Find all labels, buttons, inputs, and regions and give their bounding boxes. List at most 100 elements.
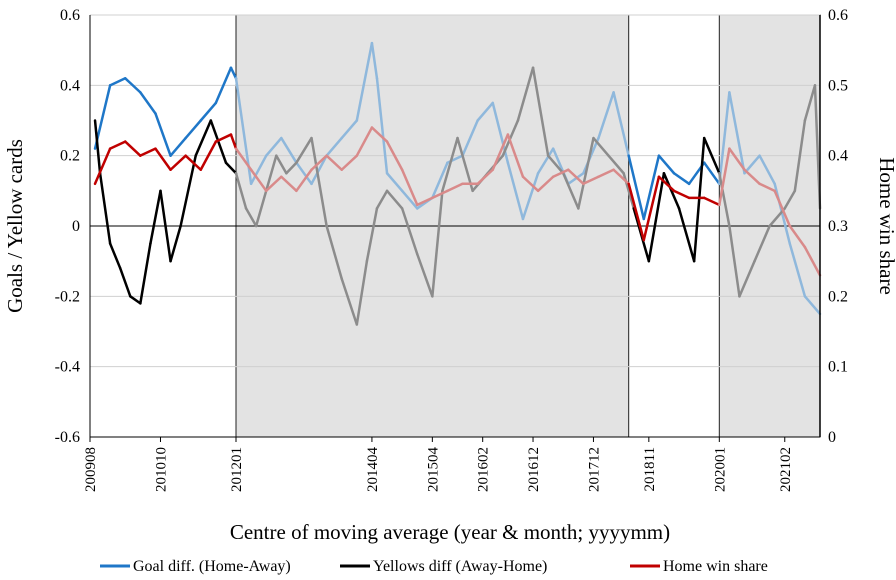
series-1-segment — [803, 295, 822, 316]
series-1-segment — [169, 136, 187, 157]
y-tick-label-left: 0.6 — [60, 7, 80, 24]
y-tick-label-right: 0 — [828, 429, 836, 446]
series-3-segment — [506, 133, 525, 179]
series-3-segment — [567, 168, 585, 186]
series-2-segment — [340, 277, 359, 326]
series-2-segment — [254, 189, 268, 228]
series-1-segment — [597, 91, 615, 140]
series-3-segment — [788, 224, 807, 249]
series-1-segment — [612, 91, 630, 157]
series-3-segment — [229, 133, 238, 150]
x-tick-label: 201010 — [153, 447, 169, 492]
series-3-segment — [758, 182, 776, 193]
series-2-segment — [607, 154, 625, 175]
series-3-segment — [446, 182, 464, 193]
series-1-segment — [264, 136, 283, 157]
series-2-segment — [169, 224, 182, 263]
x-tick-label: 201612 — [526, 447, 542, 492]
series-1-segment — [431, 161, 449, 200]
series-2-segment — [647, 172, 666, 263]
series-2-segment — [753, 224, 771, 263]
series-3-segment — [264, 175, 283, 193]
y-tick-label-right: 0.2 — [828, 288, 848, 305]
series-2-segment — [355, 259, 369, 326]
series-2-segment — [577, 136, 595, 210]
y-tick-label-left: -0.4 — [55, 359, 80, 376]
series-2-segment — [813, 84, 822, 210]
series-2-segment — [325, 224, 343, 280]
y-tick-label-right: 0.1 — [828, 359, 848, 376]
series-1-segment — [657, 154, 676, 175]
series-1-segment — [728, 91, 746, 175]
series-1-segment — [229, 66, 238, 80]
x-tick-label: 201811 — [642, 447, 658, 491]
series-1-segment — [788, 242, 807, 298]
series-3-segment — [582, 175, 600, 186]
series-2-segment — [264, 154, 278, 193]
series-2-segment — [677, 207, 696, 263]
x-axis-title: Centre of moving average (year & month; … — [230, 520, 670, 544]
series-3-segment — [214, 133, 233, 143]
series-3-segment — [612, 168, 630, 186]
x-tick-label: 200908 — [83, 447, 99, 492]
legend: Goal diff. (Home-Away) Yellows diff (Away… — [100, 558, 768, 575]
series-1-segment — [370, 41, 379, 80]
series-2-segment — [441, 136, 459, 193]
series-2-segment — [129, 295, 142, 305]
x-tick-label: 202102 — [778, 447, 794, 492]
x-tick-label: 201404 — [365, 447, 381, 493]
series-3-segment — [521, 175, 540, 193]
series-2-segment — [310, 136, 328, 228]
series-2-segment — [194, 119, 213, 157]
series-2-segment — [149, 189, 162, 245]
x-tick-label: 202001 — [712, 447, 728, 492]
y-tick-label-left: -0.6 — [55, 429, 80, 446]
series-2-segment — [93, 119, 102, 175]
y-tick-label-left: 0.4 — [60, 77, 80, 94]
series-3-segment — [803, 245, 822, 277]
series-3-segment — [385, 140, 404, 171]
series-1-segment — [536, 147, 555, 175]
series-2-segment — [793, 119, 807, 193]
series-1-segment — [642, 154, 661, 221]
series-3-segment — [773, 189, 792, 228]
series-1-segment — [506, 161, 525, 221]
series-3-segment — [702, 196, 721, 207]
series-1-segment — [743, 154, 761, 175]
y-tick-label-left: 0 — [72, 218, 80, 235]
series-3-segment — [340, 154, 359, 171]
series-1-segment — [627, 154, 646, 221]
y-ticks-right: 0 0.1 0.2 0.3 0.4 0.5 0.6 — [828, 7, 848, 446]
series-1-segment — [280, 136, 298, 164]
series-2-segment — [692, 136, 706, 263]
series-1-segment — [355, 41, 374, 122]
series-3-segment — [642, 175, 661, 242]
y-tick-label-right: 0.6 — [828, 7, 848, 24]
series-2-segment — [234, 172, 248, 210]
series-3-segment — [154, 147, 172, 171]
series-2-segment — [546, 154, 565, 175]
y-tick-label-left: -0.2 — [55, 288, 80, 305]
series-2-segment — [803, 84, 817, 122]
series-1-segment — [461, 119, 479, 157]
series-2-segment — [108, 242, 122, 270]
series-3-segment — [310, 154, 328, 171]
series-1-segment — [310, 154, 328, 186]
series-3-segment — [657, 175, 676, 193]
series-2-segment — [516, 66, 535, 122]
series-3-segment — [491, 133, 510, 171]
series-3-segment — [536, 175, 555, 193]
series-3-segment — [597, 168, 615, 179]
series-3-segment — [249, 168, 268, 193]
legend-label-3: Home win share — [663, 558, 768, 575]
series-2-segment — [224, 161, 238, 175]
series-3-segment — [280, 175, 298, 193]
y-tick-label-right: 0.3 — [828, 218, 848, 235]
series-2-segment — [531, 66, 550, 157]
series-3-segment — [93, 147, 112, 186]
series-1-segment — [123, 77, 142, 94]
series-1-segment — [476, 101, 495, 122]
y-tick-label-right: 0.4 — [828, 148, 848, 165]
series-1-segment — [154, 112, 172, 157]
